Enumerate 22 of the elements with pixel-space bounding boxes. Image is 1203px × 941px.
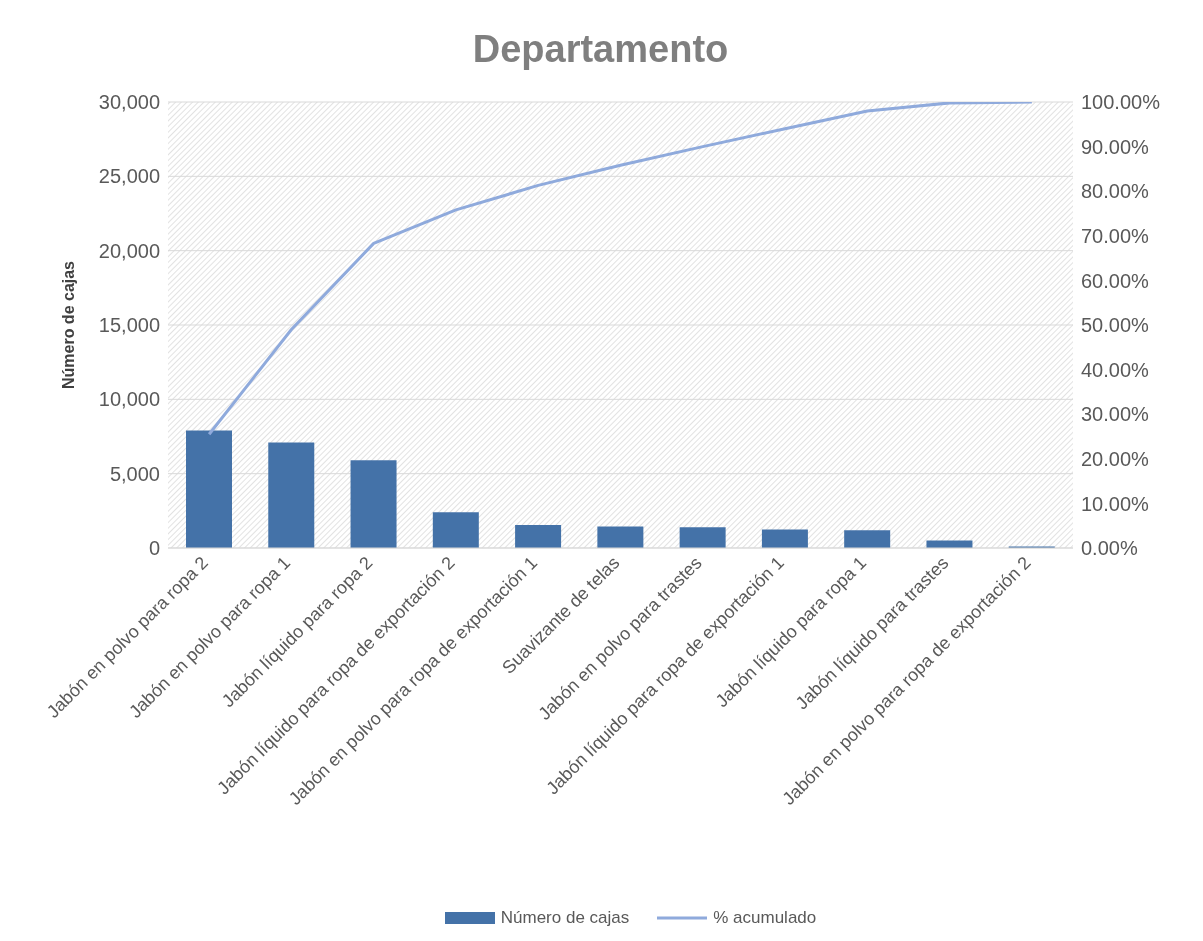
y2-tick-label: 0.00% bbox=[1081, 537, 1138, 560]
y-tick-label: 25,000 bbox=[98, 165, 160, 188]
chart-title: Departamento bbox=[471, 27, 730, 72]
y-tick-label: 30,000 bbox=[98, 91, 160, 114]
y-tick-label: 0 bbox=[148, 537, 160, 560]
y2-tick-label: 30.00% bbox=[1081, 403, 1150, 426]
y-tick-label: 15,000 bbox=[98, 314, 160, 337]
y2-tick-label: 20.00% bbox=[1081, 447, 1150, 470]
y2-tick-label: 90.00% bbox=[1081, 135, 1150, 158]
y2-tick-label: 80.00% bbox=[1081, 180, 1150, 203]
y2-tick-label: 70.00% bbox=[1081, 224, 1150, 247]
y-axis-title: Número de cajas bbox=[59, 260, 77, 390]
y-tick-label: 5,000 bbox=[109, 462, 160, 485]
y-tick-label: 10,000 bbox=[98, 388, 160, 411]
y-tick-label: 20,000 bbox=[98, 239, 160, 262]
y2-tick-label: 60.00% bbox=[1081, 269, 1150, 292]
y2-tick-label: 50.00% bbox=[1081, 314, 1150, 337]
y2-tick-label: 40.00% bbox=[1081, 358, 1150, 381]
legend-label: % acumulado bbox=[712, 908, 817, 928]
y2-tick-label: 100.00% bbox=[1081, 91, 1161, 114]
y2-tick-label: 10.00% bbox=[1081, 492, 1150, 515]
legend-label: Número de cajas bbox=[499, 908, 630, 928]
